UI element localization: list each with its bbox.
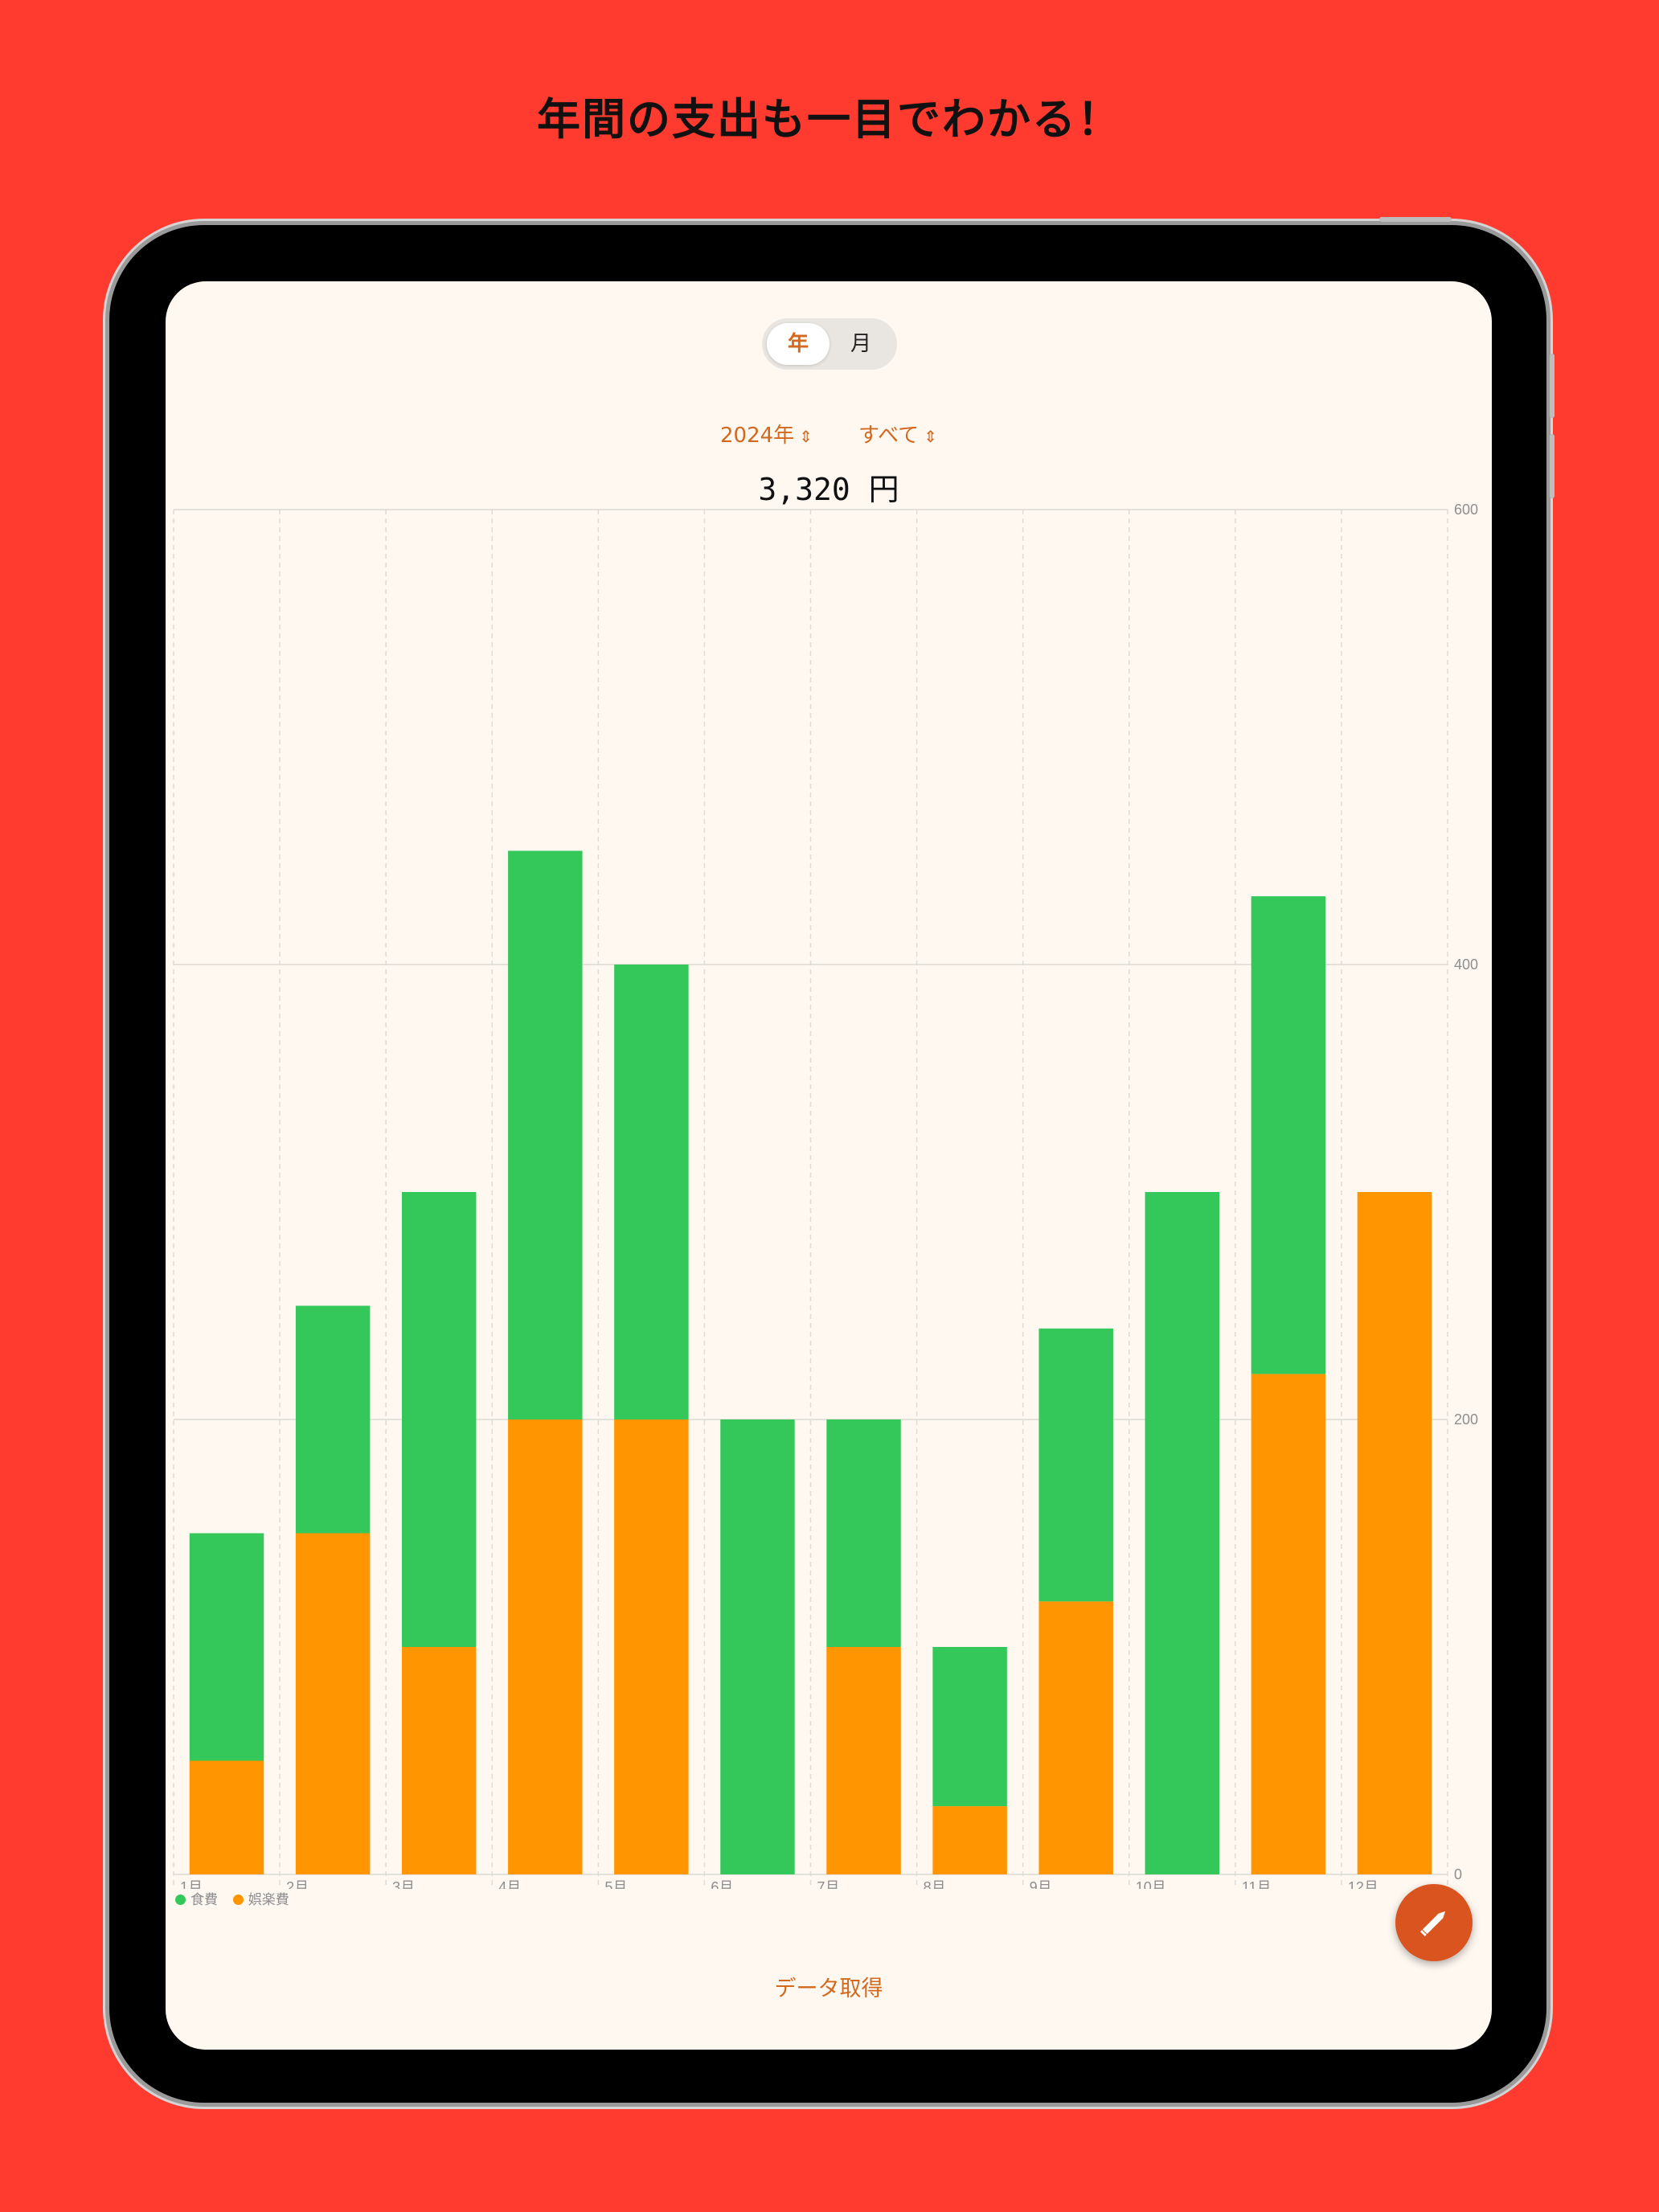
- bar-segment: [508, 850, 583, 1419]
- legend-item-food: 食費: [175, 1892, 218, 1907]
- bar-segment: [189, 1533, 264, 1761]
- x-tick-label: 10月: [1136, 1879, 1166, 1889]
- chevron-up-down-icon: ⇕: [799, 427, 813, 446]
- bar-segment: [932, 1806, 1007, 1874]
- x-tick-label: 8月: [924, 1879, 946, 1889]
- x-tick-label: 4月: [498, 1879, 521, 1889]
- legend-swatch-entertainment: [232, 1895, 244, 1905]
- x-tick-label: 6月: [711, 1879, 733, 1889]
- bar-segment: [295, 1305, 371, 1534]
- year-picker-label: 2024年: [720, 424, 795, 448]
- bar-segment: [189, 1760, 264, 1874]
- bar-segment: [826, 1647, 901, 1874]
- chart-legend: 食費 娯楽費: [175, 1888, 301, 1908]
- x-tick-label: 9月: [1030, 1879, 1052, 1889]
- expense-bar-chart: 0 200 400 600 1月 2月 3月 4月 5月 6月 7月 8月 9月 10月 11月 12月: [173, 502, 1478, 1889]
- legend-label-food: 食費: [190, 1892, 218, 1907]
- y-tick-label: 400: [1454, 956, 1478, 973]
- x-tick-label: 2月: [286, 1879, 309, 1889]
- bar-segment: [508, 1419, 583, 1874]
- legend-label-entertainment: 娯楽費: [248, 1892, 289, 1907]
- x-tick-label: 3月: [392, 1879, 415, 1889]
- y-tick-label: 0: [1454, 1866, 1462, 1882]
- x-tick-label: 11月: [1242, 1879, 1272, 1889]
- y-tick-label: 600: [1454, 502, 1478, 518]
- legend-item-entertainment: 娯楽費: [232, 1892, 289, 1907]
- bar-segment: [295, 1533, 371, 1874]
- tablet-frame: 年 月 2024年 ⇕ すべて ⇕ 3,320 円 0 200 400 600 1月 2月 3月…: [109, 217, 1555, 2103]
- bar-segment: [1251, 1374, 1326, 1874]
- segment-year[interactable]: 年: [767, 323, 830, 365]
- bar-segment: [932, 1647, 1007, 1807]
- total-amount: 3,320 円: [758, 472, 899, 507]
- x-tick-label: 7月: [817, 1879, 840, 1889]
- bar-segment: [614, 1419, 689, 1874]
- bar-segment: [401, 1192, 477, 1647]
- edit-fab-button[interactable]: [1395, 1884, 1473, 1961]
- y-tick-label: 200: [1454, 1411, 1478, 1428]
- category-picker-label: すべて: [858, 424, 920, 448]
- chevron-up-down-icon: ⇕: [924, 427, 937, 446]
- bar-segment: [614, 965, 689, 1419]
- bar-segment: [720, 1419, 795, 1874]
- fetch-data-button[interactable]: データ取得: [774, 1976, 883, 2001]
- period-segmented-control[interactable]: 年 月: [762, 318, 897, 370]
- bar-segment: [826, 1419, 901, 1647]
- category-picker[interactable]: すべて ⇕: [858, 421, 937, 451]
- bar-segment: [1145, 1192, 1220, 1874]
- bar-segment: [1038, 1328, 1113, 1602]
- pencil-icon: [1420, 1911, 1446, 1936]
- segment-month[interactable]: 月: [850, 332, 871, 356]
- bar-segment: [1357, 1192, 1432, 1874]
- bar-segment: [1251, 896, 1326, 1374]
- bar-segment: [1038, 1601, 1113, 1874]
- x-tick-label: 12月: [1348, 1879, 1378, 1889]
- year-picker[interactable]: 2024年 ⇕: [720, 421, 813, 451]
- x-tick-label: 5月: [604, 1879, 627, 1889]
- bar-segment: [401, 1647, 477, 1874]
- legend-swatch-food: [175, 1895, 186, 1905]
- headline: 年間の支出も一目でわかる！: [537, 94, 1122, 145]
- x-tick-label: 1月: [180, 1879, 203, 1889]
- app-screen: 年 月 2024年 ⇕ すべて ⇕ 3,320 円 0 200 400 600 1月 2月 3月…: [166, 281, 1492, 2050]
